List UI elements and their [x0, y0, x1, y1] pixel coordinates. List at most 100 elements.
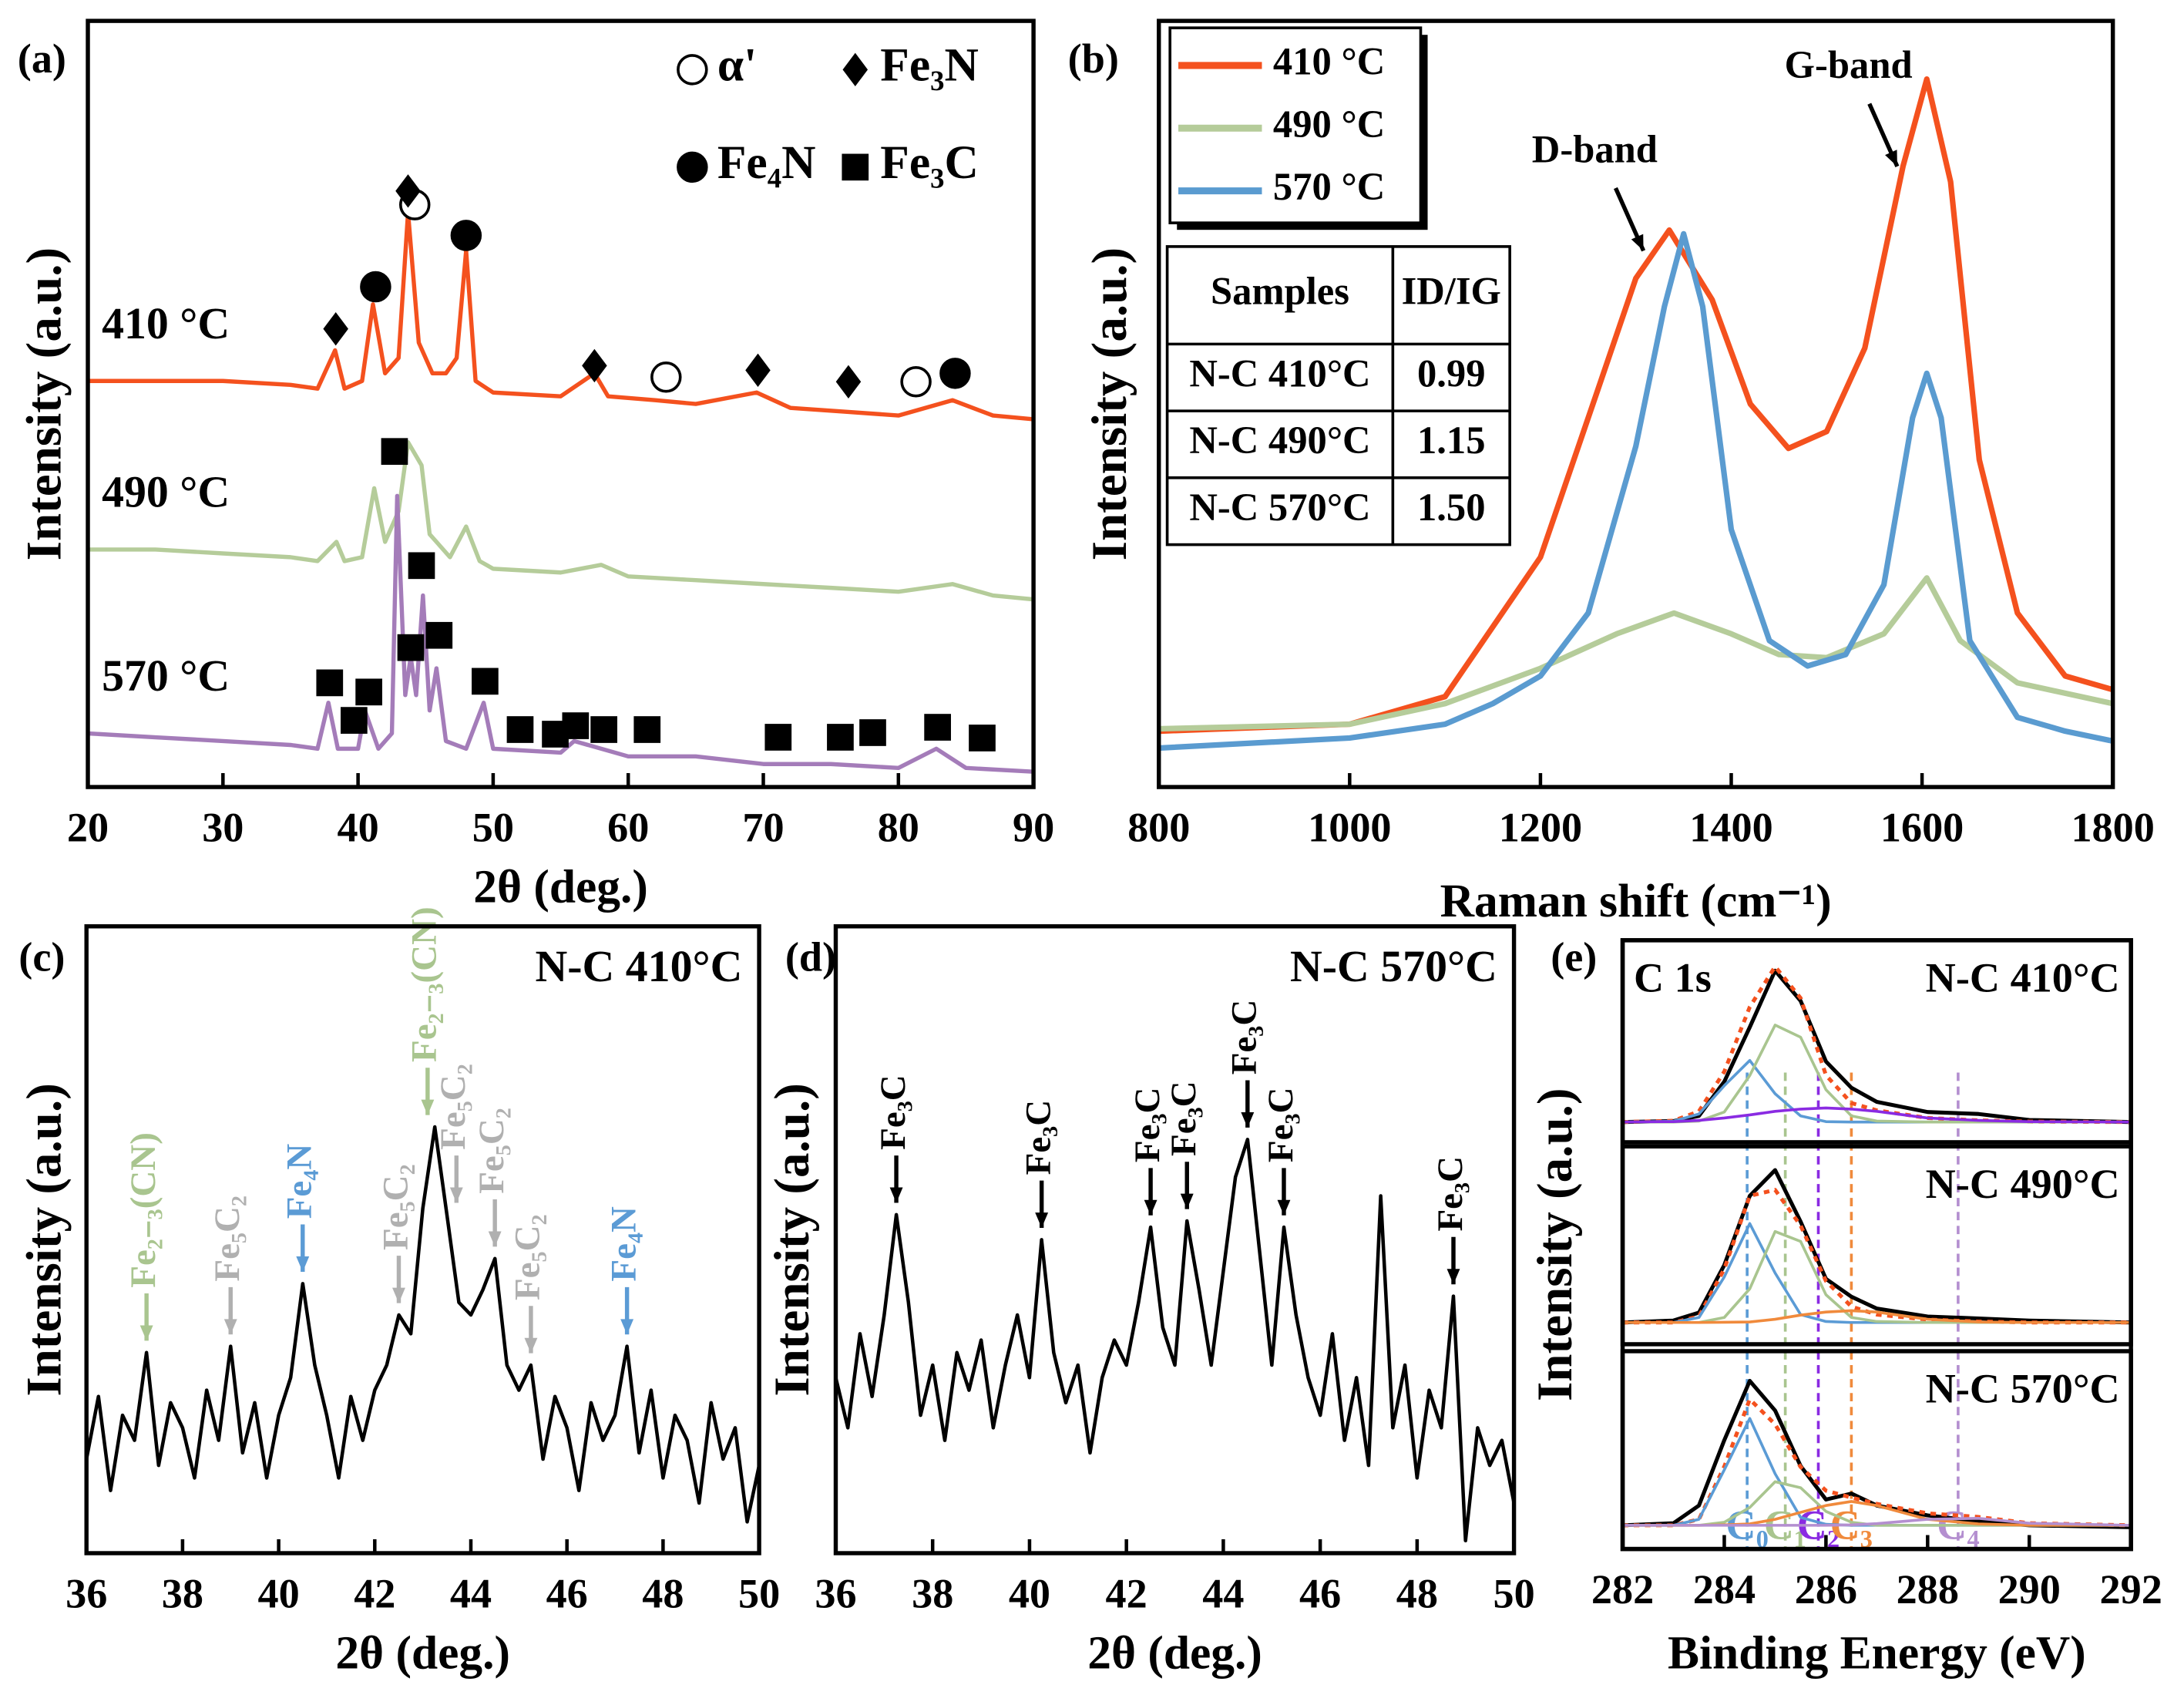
- x-tick-label: 50: [472, 804, 514, 850]
- x-tick-label: 40: [338, 804, 379, 850]
- x-axis-label: 2θ (deg.): [1087, 1627, 1262, 1680]
- legend-marker: [677, 54, 708, 86]
- arrow-head: [1241, 1111, 1255, 1128]
- panel-title: N-C 570°C: [1926, 1366, 2120, 1412]
- annotation: Fe₅C₂: [508, 1214, 548, 1300]
- x-tick-label: 1200: [1499, 804, 1582, 850]
- phase-marker: [900, 366, 932, 398]
- phase-marker: [506, 716, 534, 743]
- phase-marker: [835, 365, 862, 399]
- legend-marker: [677, 151, 708, 183]
- x-tick-label: 290: [1998, 1566, 2061, 1613]
- data-line: [1158, 76, 2114, 735]
- arrow-head: [524, 1337, 538, 1354]
- data-line: [1622, 1309, 2132, 1324]
- plot-frame: [86, 18, 1036, 789]
- table-cell: 1.15: [1417, 419, 1486, 462]
- panel-annotation: C 1s: [1634, 955, 1712, 1001]
- arrow-head: [223, 1319, 237, 1335]
- arrow-head: [1144, 1199, 1158, 1216]
- arrow-head: [1631, 234, 1644, 251]
- table-header: Samples: [1211, 270, 1349, 313]
- series-label: 570 °C: [102, 651, 230, 701]
- phase-marker: [360, 271, 391, 303]
- annotation: Fe₃C: [1127, 1088, 1168, 1163]
- phase-marker: [859, 719, 886, 746]
- x-tick-label: 80: [878, 804, 919, 850]
- phase-marker: [395, 174, 421, 208]
- phase-marker: [969, 725, 996, 752]
- legend-label: Fe₄N: [717, 136, 816, 189]
- plot-frame: [1157, 18, 2115, 789]
- x-tick-label: 48: [1396, 1570, 1438, 1616]
- x-tick-label: 1800: [2071, 804, 2154, 850]
- x-tick-label: 46: [1299, 1570, 1341, 1616]
- phase-marker: [381, 438, 408, 466]
- panel-label: (a): [18, 35, 66, 82]
- data-line: [1622, 1106, 2132, 1124]
- x-tick-label: 36: [66, 1570, 107, 1616]
- legend-marker: [842, 153, 869, 181]
- data-line: [1158, 230, 2114, 752]
- phase-marker: [745, 353, 771, 388]
- phase-marker: [650, 362, 682, 393]
- phase-marker: [397, 634, 425, 661]
- data-line: [88, 440, 1034, 602]
- phase-marker: [450, 220, 482, 251]
- arrow-head: [449, 1187, 463, 1203]
- legend-label: Fe₃N: [880, 39, 979, 91]
- panel-label: (d): [785, 933, 836, 980]
- x-axis-label: 2θ (deg.): [335, 1627, 510, 1680]
- phase-marker: [472, 668, 499, 695]
- x-tick-label: 40: [257, 1570, 299, 1616]
- annotation: Fe₅C₂: [375, 1164, 415, 1250]
- table-cell: N-C 490°C: [1189, 419, 1370, 462]
- series-label: 410 °C: [102, 298, 230, 348]
- annotation: Fe₃C: [1225, 1000, 1265, 1075]
- x-tick-label: 60: [607, 804, 649, 850]
- legend-label: 570 °C: [1273, 165, 1385, 208]
- x-axis-label: 2θ (deg.): [473, 861, 648, 913]
- phase-marker: [341, 707, 368, 734]
- phase-marker: [316, 669, 344, 697]
- annotation: Fe₅C₂: [433, 1064, 473, 1150]
- plot-frame: [833, 924, 1517, 1555]
- data-line: [1622, 1378, 2132, 1529]
- arrow-head: [392, 1287, 405, 1303]
- annotation: Fe₂₋₃(CN): [123, 1132, 163, 1288]
- x-tick-label: 286: [1795, 1566, 1857, 1613]
- legend-label: 490 °C: [1273, 103, 1385, 146]
- annotation: Fe₅C₂: [207, 1196, 247, 1282]
- arrow-head: [889, 1187, 903, 1203]
- phase-marker: [590, 716, 618, 743]
- data-line: [1622, 1517, 2132, 1527]
- x-tick-label: 38: [912, 1570, 953, 1616]
- x-tick-label: 1400: [1689, 804, 1772, 850]
- arrow-head: [1035, 1212, 1049, 1229]
- phase-marker: [924, 714, 951, 741]
- annotation: D-band: [1532, 127, 1658, 170]
- annotation: Fe₄N: [603, 1206, 643, 1282]
- x-tick-label: 288: [1897, 1566, 1959, 1613]
- x-tick-label: 40: [1009, 1570, 1050, 1616]
- arrow-head: [1277, 1199, 1291, 1216]
- x-axis-label: Raman shift (cm⁻¹): [1440, 875, 1832, 927]
- arrow-head: [620, 1319, 634, 1335]
- y-axis-label: Intensity (a.u.): [16, 247, 72, 561]
- legend-label: Fe₃C: [880, 136, 979, 189]
- x-tick-label: 1000: [1308, 804, 1391, 850]
- x-tick-label: 282: [1591, 1566, 1654, 1613]
- table-frame: [1165, 245, 1511, 546]
- legend-label: 410 °C: [1273, 40, 1385, 83]
- y-axis-label: Intensity (a.u.): [1082, 247, 1137, 561]
- x-axis-label: Binding Energy (eV): [1668, 1627, 2086, 1680]
- annotation: G-band: [1785, 43, 1913, 86]
- y-axis-label: Intensity (a.u.): [16, 1083, 72, 1397]
- data-line: [84, 1125, 761, 1524]
- x-tick-label: 90: [1013, 804, 1054, 850]
- panel-title: N-C 490°C: [1926, 1161, 2120, 1207]
- x-tick-label: 50: [1493, 1570, 1534, 1616]
- arrow-head: [1180, 1193, 1194, 1209]
